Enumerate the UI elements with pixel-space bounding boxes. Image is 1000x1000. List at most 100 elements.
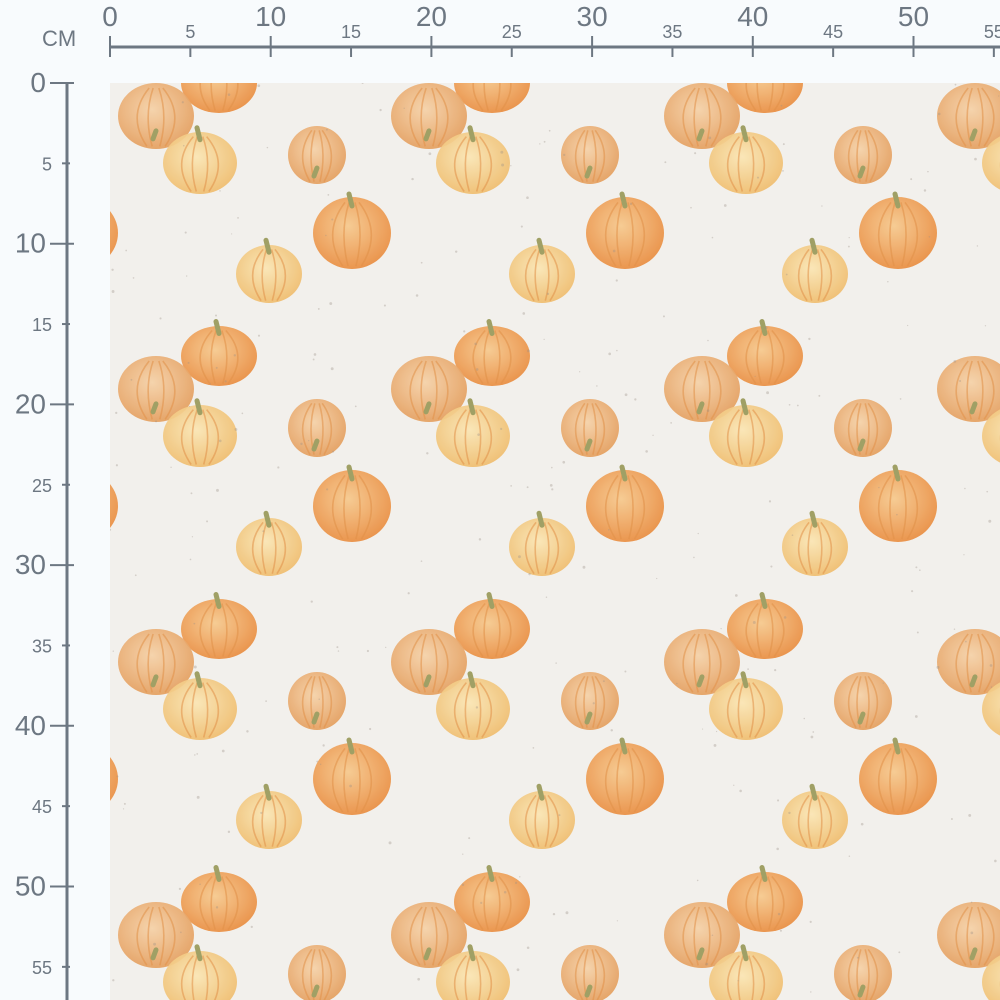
speckle: [187, 361, 190, 364]
speckle: [388, 841, 392, 845]
speckle: [181, 101, 184, 104]
speckle: [480, 901, 483, 905]
speckle: [532, 747, 535, 749]
speckle: [954, 83, 957, 86]
speckle: [788, 403, 791, 406]
speckle: [318, 698, 320, 700]
speckle: [898, 951, 901, 954]
pumpkin: [163, 125, 237, 194]
pumpkin: [782, 783, 848, 849]
speckle: [257, 84, 261, 88]
speckle: [310, 600, 313, 603]
speckle: [882, 682, 884, 684]
speckle: [596, 385, 598, 387]
pumpkin: [709, 398, 783, 467]
pumpkin: [313, 464, 391, 542]
speckle: [616, 349, 618, 352]
speckle: [711, 934, 714, 936]
pumpkin: [509, 783, 575, 849]
pumpkin-stem-icon: [809, 510, 818, 528]
speckle: [227, 93, 231, 96]
speckle: [848, 237, 850, 239]
pumpkin-stem-icon: [486, 865, 495, 882]
speckle: [754, 375, 756, 378]
pumpkin-stem-icon: [759, 592, 768, 609]
speckle: [785, 273, 788, 276]
speckle: [634, 398, 637, 401]
speckle: [970, 901, 973, 904]
speckle: [796, 404, 799, 407]
speckle: [411, 177, 414, 181]
pumpkin-stem-icon: [857, 165, 866, 179]
speckle: [224, 380, 227, 383]
speckle: [707, 339, 709, 342]
speckle: [555, 662, 557, 664]
speckle: [526, 196, 529, 200]
pumpkin-stem-icon: [423, 401, 432, 415]
speckle: [361, 83, 364, 85]
speckle: [510, 165, 512, 167]
speckle: [696, 879, 699, 882]
speckle: [110, 528, 112, 531]
pumpkin: [181, 319, 257, 386]
speckle: [132, 277, 135, 279]
speckle: [277, 466, 280, 469]
pumpkin: [288, 399, 346, 457]
speckle: [656, 577, 658, 580]
top-ruler-label: 25: [502, 22, 522, 42]
speckle: [963, 554, 965, 556]
speckle: [697, 532, 699, 535]
speckle: [206, 520, 209, 523]
speckle: [528, 572, 531, 576]
speckle: [565, 911, 569, 915]
speckle: [191, 536, 194, 538]
pumpkin: [982, 682, 1000, 736]
speckle: [215, 906, 219, 909]
speckle: [234, 427, 238, 431]
speckle: [209, 383, 211, 385]
pumpkin: [118, 629, 194, 695]
pumpkin: [782, 237, 848, 303]
fabric-swatch: [110, 83, 1000, 1000]
pumpkin: [110, 757, 118, 801]
pumpkin: [313, 191, 391, 269]
speckle: [501, 163, 505, 167]
speckle: [134, 574, 137, 577]
pumpkin: [436, 398, 510, 467]
pumpkin-stem-icon: [696, 128, 705, 142]
speckle: [706, 409, 710, 412]
speckle: [662, 315, 665, 318]
speckle: [694, 152, 697, 155]
pumpkin: [937, 902, 1000, 968]
pumpkin: [288, 945, 346, 1000]
pumpkin-stem-icon: [740, 125, 749, 143]
speckle: [652, 434, 654, 437]
pumpkin-stem-icon: [311, 711, 320, 725]
speckle: [193, 665, 197, 669]
speckle: [463, 330, 466, 333]
speckle: [257, 334, 261, 337]
pumpkin: [561, 945, 619, 1000]
speckle: [539, 143, 541, 145]
pumpkin-stem-icon: [892, 737, 901, 755]
speckle: [896, 513, 898, 516]
pumpkin-stem-icon: [969, 128, 978, 142]
pumpkin-stem-icon: [194, 398, 203, 416]
speckle: [716, 730, 718, 733]
speckle: [809, 920, 812, 923]
pumpkin: [118, 356, 194, 422]
pumpkin: [454, 319, 530, 386]
speckle: [562, 460, 566, 464]
speckle: [199, 883, 201, 886]
speckle: [543, 140, 546, 143]
speckle: [337, 650, 340, 652]
speckle: [407, 592, 410, 595]
speckle: [112, 979, 115, 982]
left-ruler-label: 45: [32, 797, 52, 817]
pumpkin-stem-icon: [619, 191, 628, 209]
speckle: [112, 650, 114, 652]
pumpkin: [391, 356, 467, 422]
pumpkin: [288, 672, 346, 730]
speckle: [733, 784, 735, 786]
